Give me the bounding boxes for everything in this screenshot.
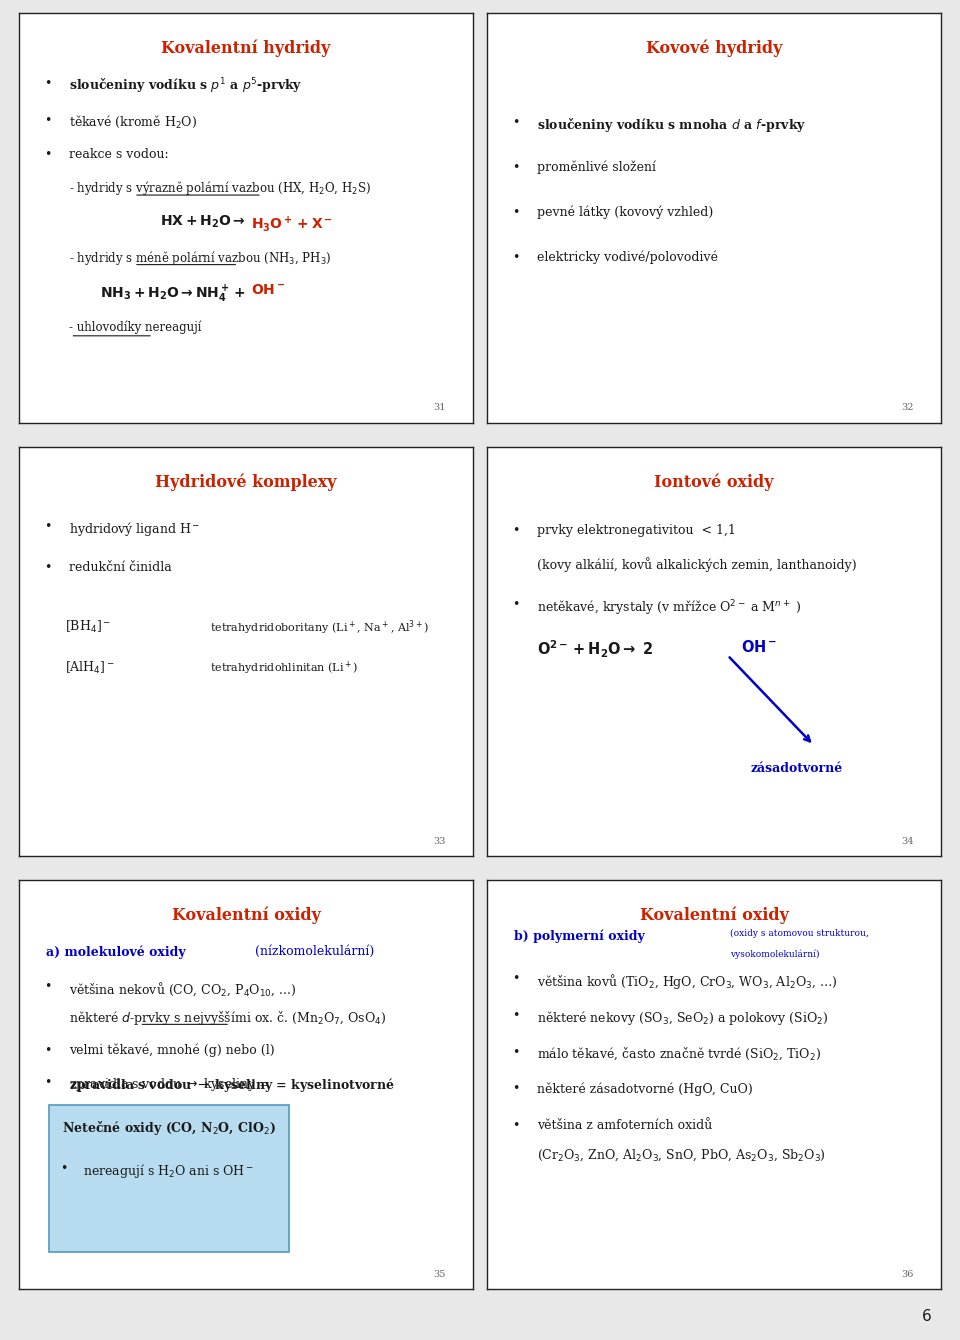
Text: proměnlivé složení: proměnlivé složení xyxy=(537,161,656,174)
Text: 31: 31 xyxy=(433,403,445,413)
Text: 33: 33 xyxy=(433,836,445,846)
Text: 35: 35 xyxy=(433,1270,445,1278)
Text: •: • xyxy=(512,1045,519,1059)
Text: Kovalentní oxidy: Kovalentní oxidy xyxy=(639,907,788,925)
Text: elektricky vodivé/polovodivé: elektricky vodivé/polovodivé xyxy=(537,251,718,264)
Text: •: • xyxy=(512,206,519,218)
Text: •: • xyxy=(512,972,519,985)
Text: •: • xyxy=(512,1009,519,1022)
Text: •: • xyxy=(512,1119,519,1132)
Text: většina z amfoterních oxidů: většina z amfoterních oxidů xyxy=(537,1119,712,1132)
Text: - uhlovodíky nereagují: - uhlovodíky nereagují xyxy=(69,320,202,334)
Text: 34: 34 xyxy=(901,836,914,846)
Text: •: • xyxy=(44,561,52,575)
Text: těkavé (kromě H$_2$O): těkavé (kromě H$_2$O) xyxy=(69,114,197,130)
Text: nereagují s H$_2$O ani s OH$^-$: nereagují s H$_2$O ani s OH$^-$ xyxy=(83,1162,253,1181)
Text: •: • xyxy=(512,115,519,129)
Text: Iontové oxidy: Iontové oxidy xyxy=(655,473,774,490)
Text: •: • xyxy=(44,1076,52,1089)
Text: Kovové hydridy: Kovové hydridy xyxy=(646,40,782,58)
Text: •: • xyxy=(44,1044,52,1057)
Text: Netečné oxidy (CO, N$_2$O, ClO$_2$): Netečné oxidy (CO, N$_2$O, ClO$_2$) xyxy=(62,1119,276,1138)
Text: tetrahydridohlinitan (Li$^+$): tetrahydridohlinitan (Li$^+$) xyxy=(209,659,358,677)
Text: •: • xyxy=(44,520,52,533)
Text: (oxidy s atomovou strukturou,: (oxidy s atomovou strukturou, xyxy=(730,929,869,938)
Text: Kovalentní oxidy: Kovalentní oxidy xyxy=(172,907,321,925)
Text: 36: 36 xyxy=(901,1270,914,1278)
Text: sloučeniny vodíku s mnoha $\mathit{d}$ a $\mathit{f}$-prvky: sloučeniny vodíku s mnoha $\mathit{d}$ a… xyxy=(537,115,806,134)
Text: hydridový ligand H$^-$: hydridový ligand H$^-$ xyxy=(69,520,201,539)
Text: netěkavé, krystaly (v mřížce O$^{2-}$ a M$^{n+}$ ): netěkavé, krystaly (v mřížce O$^{2-}$ a … xyxy=(537,598,802,618)
Text: zpravidla s vodou $\rightarrow$ kyseliny = kyselinotvorné: zpravidla s vodou $\rightarrow$ kyseliny… xyxy=(69,1076,395,1095)
FancyBboxPatch shape xyxy=(49,1106,289,1253)
Text: •: • xyxy=(512,161,519,174)
Text: prvky elektronegativitou  < 1,1: prvky elektronegativitou < 1,1 xyxy=(537,524,736,537)
Text: [AlH$_4$]$^-$: [AlH$_4$]$^-$ xyxy=(64,659,114,675)
Text: - hydridy s výrazně polární vazbou (HX, H$_2$O, H$_2$S): - hydridy s výrazně polární vazbou (HX, … xyxy=(69,178,372,197)
Text: 32: 32 xyxy=(901,403,914,413)
Text: sloučeniny vodíku s $\mathit{p}^1$ a $\mathit{p}^5$-prvky: sloučeniny vodíku s $\mathit{p}^1$ a $\m… xyxy=(69,76,302,96)
Text: $\mathbf{H_3O^+ + X^-}$: $\mathbf{H_3O^+ + X^-}$ xyxy=(251,214,332,233)
Text: Hydridové komplexy: Hydridové komplexy xyxy=(156,473,337,490)
Text: $\mathbf{OH^-}$: $\mathbf{OH^-}$ xyxy=(741,639,778,655)
Text: většina nekovů (CO, CO$_2$, P$_4$O$_{10}$, ...): většina nekovů (CO, CO$_2$, P$_4$O$_{10}… xyxy=(69,980,297,998)
Text: •: • xyxy=(512,598,519,611)
Text: •: • xyxy=(512,251,519,264)
Text: reakce s vodou:: reakce s vodou: xyxy=(69,149,169,161)
Text: redukční činidla: redukční činidla xyxy=(69,561,172,575)
Text: •: • xyxy=(60,1162,67,1175)
Text: některé $d$-prvky s nejvyššími ox. č. (Mn$_2$O$_7$, OsO$_4$): některé $d$-prvky s nejvyššími ox. č. (M… xyxy=(69,1009,387,1026)
Text: •: • xyxy=(512,1083,519,1096)
Text: •: • xyxy=(44,149,52,161)
Text: (kovy alkálií, kovů alkalických zemin, lanthanoidy): (kovy alkálií, kovů alkalických zemin, l… xyxy=(537,557,856,572)
Text: •: • xyxy=(512,524,519,537)
Text: $\mathbf{NH_3 + H_2O \rightarrow NH_4^+ + }$: $\mathbf{NH_3 + H_2O \rightarrow NH_4^+ … xyxy=(100,284,246,304)
Text: (nízkomolekulární): (nízkomolekulární) xyxy=(255,946,374,958)
Text: Kovalentní hydridy: Kovalentní hydridy xyxy=(161,40,330,58)
Text: málo těkavé, často značně tvrdé (SiO$_2$, TiO$_2$): málo těkavé, často značně tvrdé (SiO$_2$… xyxy=(537,1045,822,1063)
Text: většina kovů (TiO$_2$, HgO, CrO$_3$, WO$_3$, Al$_2$O$_3$, …): většina kovů (TiO$_2$, HgO, CrO$_3$, WO$… xyxy=(537,972,838,992)
Text: některé zásadotvorné (HgO, CuO): některé zásadotvorné (HgO, CuO) xyxy=(537,1083,753,1096)
Text: •: • xyxy=(44,76,52,90)
Text: [BH$_4$]$^-$: [BH$_4$]$^-$ xyxy=(64,619,110,635)
Text: 6: 6 xyxy=(922,1309,931,1324)
Text: (Cr$_2$O$_3$, ZnO, Al$_2$O$_3$, SnO, PbO, As$_2$O$_3$, Sb$_2$O$_3$): (Cr$_2$O$_3$, ZnO, Al$_2$O$_3$, SnO, PbO… xyxy=(537,1148,826,1163)
Text: •: • xyxy=(44,114,52,127)
Text: $\mathbf{OH^-}$: $\mathbf{OH^-}$ xyxy=(251,284,285,297)
Text: b) polymerní oxidy: b) polymerní oxidy xyxy=(515,929,645,942)
Text: zásadotvorné: zásadotvorné xyxy=(751,761,843,775)
Text: pevné látky (kovový vzhled): pevné látky (kovový vzhled) xyxy=(537,206,713,220)
Text: velmi těkavé, mnohé (g) nebo (l): velmi těkavé, mnohé (g) nebo (l) xyxy=(69,1044,275,1057)
Text: $\mathbf{HX + H_2O \rightarrow }$: $\mathbf{HX + H_2O \rightarrow }$ xyxy=(160,214,246,230)
Text: zpravidla s vodou $\rightarrow$ kyseliny =: zpravidla s vodou $\rightarrow$ kyseliny… xyxy=(69,1076,272,1093)
Text: tetrahydridoboritany (Li$^+$, Na$^+$, Al$^{3+}$): tetrahydridoboritany (Li$^+$, Na$^+$, Al… xyxy=(209,619,429,636)
Text: $\mathbf{O^{2-} + H_2O \rightarrow\ 2\ }$: $\mathbf{O^{2-} + H_2O \rightarrow\ 2\ }… xyxy=(537,639,654,661)
Text: a) molekulové oxidy: a) molekulové oxidy xyxy=(46,946,186,959)
Text: některé nekovy (SO$_3$, SeO$_2$) a polokovy (SiO$_2$): některé nekovy (SO$_3$, SeO$_2$) a polok… xyxy=(537,1009,828,1026)
Text: vysokomolekulární): vysokomolekulární) xyxy=(730,950,820,959)
Text: - hydridy s méně polární vazbou (NH$_3$, PH$_3$): - hydridy s méně polární vazbou (NH$_3$,… xyxy=(69,249,331,267)
Text: •: • xyxy=(44,980,52,993)
